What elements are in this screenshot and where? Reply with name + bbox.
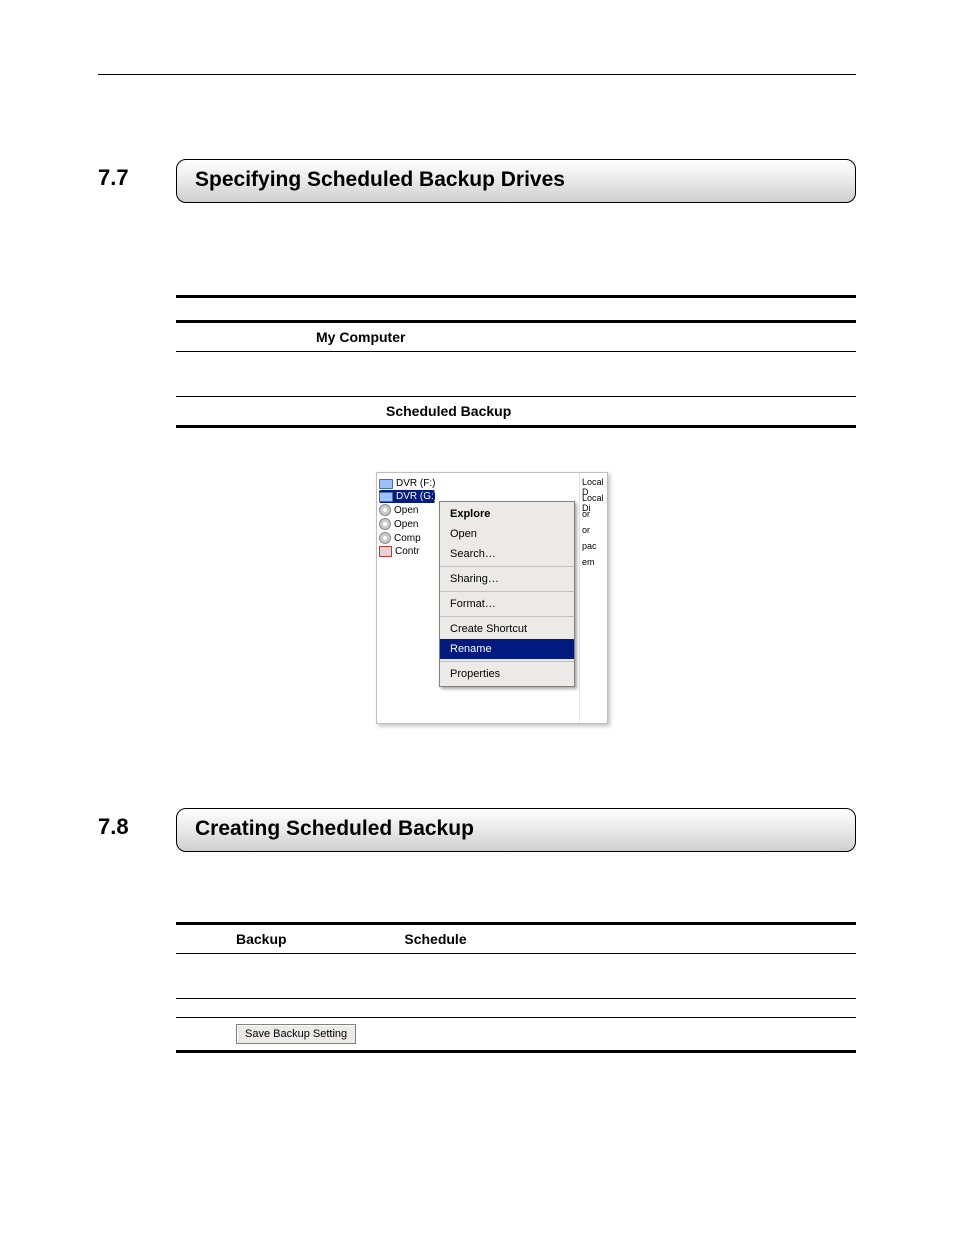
right-strip-label: em [582, 557, 605, 573]
section-7-7-body: My Computer Scheduled Backup DVR (F:)DVR… [176, 295, 856, 724]
menu-item[interactable]: Search… [440, 544, 574, 564]
save-backup-setting-button[interactable]: Save Backup Setting [236, 1024, 356, 1044]
section-number: 7.8 [98, 808, 176, 852]
row-my-computer: My Computer [176, 323, 856, 351]
row-backup-schedule: Backup Schedule [176, 925, 856, 953]
tree-item[interactable]: Open [379, 503, 435, 517]
tree-item-label: DVR (F:) [396, 478, 435, 489]
label-scheduled-backup: Scheduled Backup [386, 403, 511, 419]
tree-item-label: Contr [395, 546, 419, 557]
tree-item-label: Open [394, 519, 418, 530]
label-my-computer: My Computer [316, 329, 405, 345]
explorer-right-strip: Local DLocal Diororpacem [579, 473, 607, 723]
disc-icon [379, 504, 391, 516]
menu-separator [440, 661, 574, 662]
row-scheduled-backup: Scheduled Backup [176, 397, 856, 425]
drive-icon [379, 492, 393, 502]
section-7-8-body: Backup Schedule Save Backup Setting [176, 922, 856, 1053]
table-border [176, 425, 856, 428]
drive-icon [379, 479, 393, 489]
disc-icon [379, 518, 391, 530]
menu-item[interactable]: Rename [440, 639, 574, 659]
tree-item[interactable]: Open [379, 517, 435, 531]
control-panel-icon [379, 546, 392, 557]
tree-item-label: Open [394, 505, 418, 516]
menu-item[interactable]: Format… [440, 594, 574, 614]
menu-separator [440, 616, 574, 617]
menu-item[interactable]: Explore [440, 504, 574, 524]
section-7-8: 7.8 Creating Scheduled Backup [98, 808, 856, 852]
menu-item[interactable]: Properties [440, 664, 574, 684]
page-top-rule [98, 74, 856, 75]
context-menu-mock: DVR (F:) DVR (G:) Open Open Comp Contr Local … [376, 472, 608, 724]
row-save-button: Save Backup Setting [176, 1018, 856, 1050]
label-backup: Backup [236, 931, 287, 947]
section-number: 7.7 [98, 159, 176, 203]
tree-item[interactable]: Comp [379, 531, 435, 545]
tree-item[interactable]: DVR (G:) [379, 490, 435, 503]
menu-item[interactable]: Create Shortcut [440, 619, 574, 639]
right-strip-label: Local D [582, 477, 605, 493]
context-menu: ExploreOpenSearch… Sharing… Format… Create … [439, 501, 575, 687]
explorer-tree: DVR (F:) DVR (G:) Open Open Comp Contr [377, 473, 437, 723]
section-title: Creating Scheduled Backup [176, 808, 856, 852]
right-strip-label: pac [582, 541, 605, 557]
tree-item-label: Comp [394, 533, 421, 544]
menu-separator [440, 591, 574, 592]
section-title: Specifying Scheduled Backup Drives [176, 159, 856, 203]
menu-item[interactable]: Open [440, 524, 574, 544]
tree-item-label: DVR (G:) [396, 491, 437, 502]
menu-separator [440, 566, 574, 567]
right-strip-label: Local Di [582, 493, 605, 509]
disc-icon [379, 532, 391, 544]
right-strip-label: or [582, 509, 605, 525]
table-border [176, 1050, 856, 1053]
menu-item[interactable]: Sharing… [440, 569, 574, 589]
tree-item[interactable]: DVR (F:) [379, 477, 435, 490]
document-page: 7.7 Specifying Scheduled Backup Drives M… [0, 0, 954, 1235]
section-7-7: 7.7 Specifying Scheduled Backup Drives [98, 159, 856, 203]
tree-item[interactable]: Contr [379, 545, 435, 558]
right-strip-label: or [582, 525, 605, 541]
label-schedule: Schedule [404, 931, 466, 947]
